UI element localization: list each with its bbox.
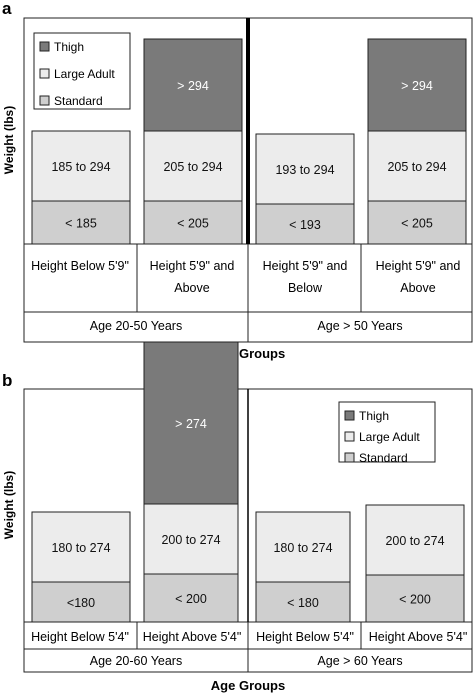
bar-segment-standard bbox=[31, 200, 131, 245]
category-label: Above bbox=[400, 281, 435, 295]
bar-segment-standard bbox=[255, 581, 351, 623]
legend-box bbox=[33, 32, 131, 110]
category-label: Above bbox=[174, 281, 209, 295]
data-label: 185 to 294 bbox=[51, 160, 110, 174]
bar-segment-large-adult bbox=[255, 133, 355, 205]
panel-label: a bbox=[2, 0, 12, 18]
legend-swatch-standard bbox=[39, 95, 50, 106]
data-label: < 193 bbox=[289, 218, 321, 232]
panel-b: b Weight (lbs) Age Groups Age 20-60 Years <1… bbox=[2, 341, 473, 693]
data-label: 180 to 274 bbox=[273, 541, 332, 555]
bar-segment-large-adult bbox=[365, 504, 465, 576]
bar-segment-standard bbox=[143, 573, 239, 623]
legend-label: Thigh bbox=[359, 409, 389, 423]
y-axis-label: Weight (lbs) bbox=[2, 471, 16, 539]
legend: Thigh Large Adult Standard bbox=[33, 32, 131, 110]
legend-label: Large Adult bbox=[54, 67, 115, 81]
legend-label: Standard bbox=[54, 94, 103, 108]
category-label: Height Below 5'4" bbox=[256, 630, 354, 644]
bar-segment-standard bbox=[367, 200, 467, 245]
bar-segment-large-adult bbox=[143, 503, 239, 575]
category-label: Height Below 5'9" bbox=[31, 259, 129, 273]
category-label: Height Above 5'4" bbox=[369, 630, 468, 644]
bar-segment-standard bbox=[365, 574, 465, 623]
x-axis-label: Age Groups bbox=[211, 678, 285, 693]
bar-segment-thigh bbox=[143, 38, 243, 132]
legend-swatch-standard bbox=[344, 452, 355, 463]
panel-label: b bbox=[2, 371, 12, 390]
legend-label: Standard bbox=[359, 451, 408, 465]
group-label: Age 20-60 Years bbox=[90, 654, 182, 668]
category-label: Height Below 5'4" bbox=[31, 630, 129, 644]
data-label: > 294 bbox=[401, 79, 433, 93]
data-label: 193 to 294 bbox=[275, 163, 334, 177]
category-label: Height Above 5'4" bbox=[143, 630, 242, 644]
bar-segment-large-adult bbox=[143, 130, 243, 202]
data-label: 205 to 294 bbox=[387, 160, 446, 174]
group-label: Age 20-50 Years bbox=[90, 319, 182, 333]
category-label: Height 5'9" and bbox=[150, 259, 235, 273]
data-label: > 274 bbox=[175, 417, 207, 431]
category-label: Below bbox=[288, 281, 323, 295]
bar-segment-large-adult bbox=[31, 130, 131, 202]
bar-segment-thigh bbox=[367, 38, 467, 132]
bar-segment-large-adult bbox=[255, 511, 351, 583]
legend-swatch-large-adult bbox=[39, 68, 50, 79]
bar-segment-large-adult bbox=[367, 130, 467, 202]
data-label: < 200 bbox=[399, 593, 431, 607]
legend-box bbox=[338, 401, 436, 463]
data-label: 205 to 294 bbox=[163, 160, 222, 174]
data-label: < 205 bbox=[177, 217, 209, 231]
data-label: < 180 bbox=[287, 596, 319, 610]
legend-label: Large Adult bbox=[359, 430, 420, 444]
legend-swatch-large-adult bbox=[344, 431, 355, 442]
data-label: <180 bbox=[67, 596, 95, 610]
data-label: < 185 bbox=[65, 217, 97, 231]
bar-segment-standard bbox=[255, 203, 355, 245]
category-label: Height 5'9" and bbox=[376, 259, 461, 273]
bar-segment-standard bbox=[31, 581, 131, 623]
bar-segment-large-adult bbox=[31, 511, 131, 583]
data-label: < 200 bbox=[175, 592, 207, 606]
data-label: 200 to 274 bbox=[385, 534, 444, 548]
legend-swatch-thigh bbox=[344, 410, 355, 421]
group-label: Age > 60 Years bbox=[317, 654, 402, 668]
data-label: > 294 bbox=[177, 79, 209, 93]
category-label: Height 5'9" and bbox=[263, 259, 348, 273]
data-label: < 205 bbox=[401, 217, 433, 231]
y-axis-label: Weight (lbs) bbox=[2, 106, 16, 174]
data-label: 200 to 274 bbox=[161, 533, 220, 547]
legend-swatch-thigh bbox=[39, 41, 50, 52]
bar-segment-thigh bbox=[143, 341, 239, 505]
legend: Thigh Large Adult Standard bbox=[338, 401, 436, 465]
group-label: Age > 50 Years bbox=[317, 319, 402, 333]
legend-label: Thigh bbox=[54, 40, 84, 54]
data-label: 180 to 274 bbox=[51, 541, 110, 555]
